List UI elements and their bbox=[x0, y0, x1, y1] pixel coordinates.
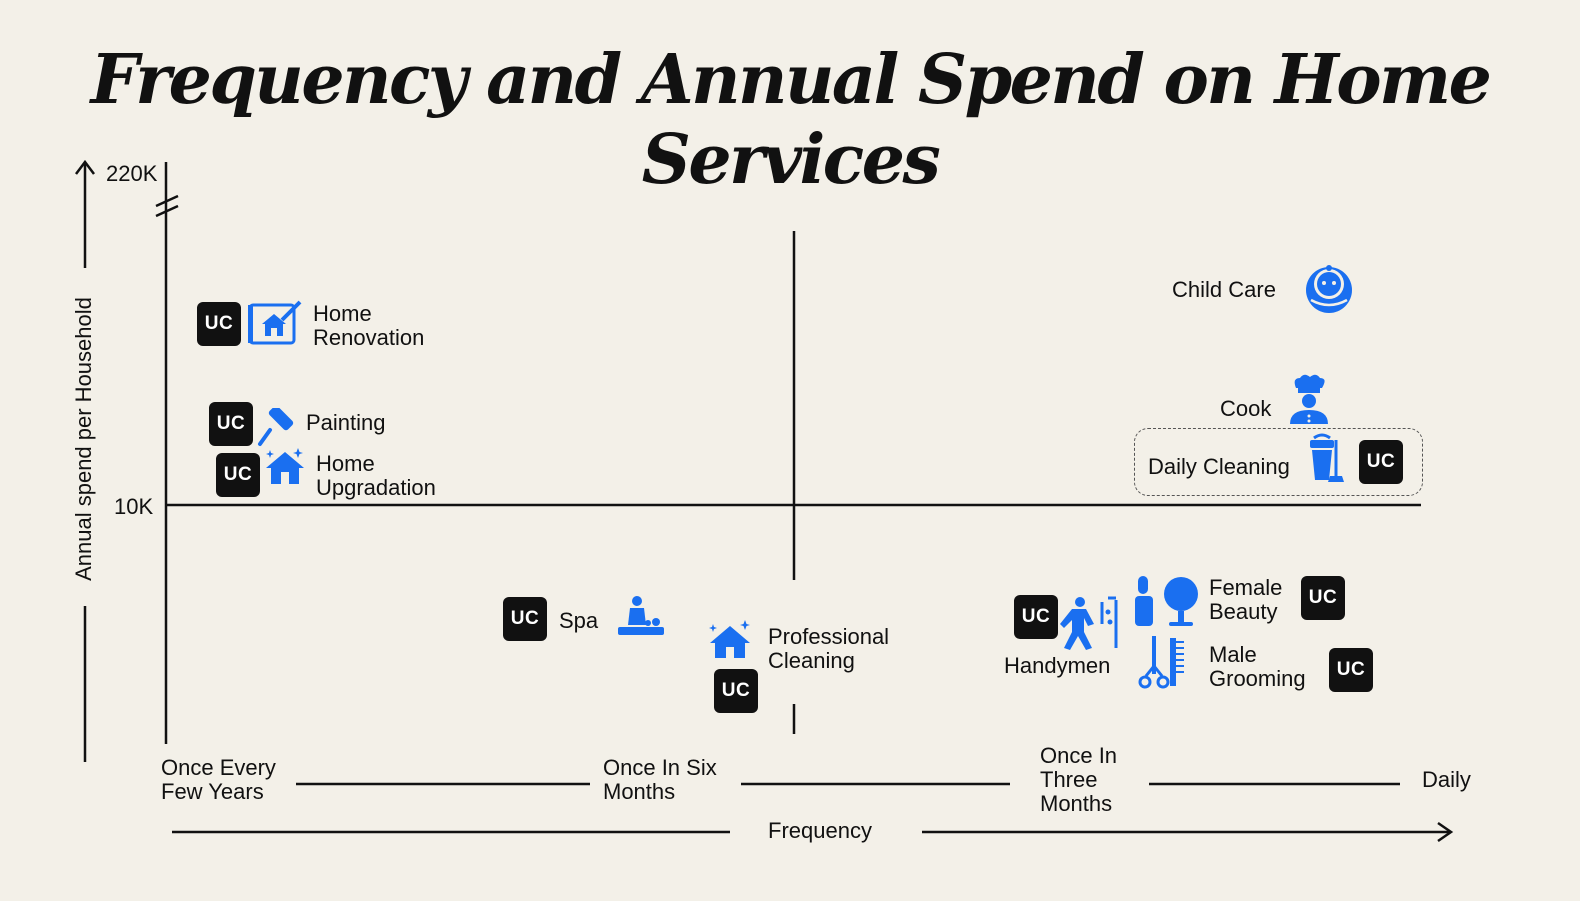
uc-badge-painting: UC bbox=[209, 402, 253, 446]
x-axis-label: Frequency bbox=[768, 818, 872, 843]
chart-title: Frequency and Annual Spend on Home Servi… bbox=[90, 40, 1492, 200]
x-tick-once-in-three-months: Once In Three Months bbox=[1040, 743, 1118, 816]
y-axis-arrowhead bbox=[75, 159, 95, 175]
x-axis-arrowhead bbox=[1437, 821, 1454, 843]
uc-badge-spa: UC bbox=[503, 597, 547, 641]
uc-badge-professional-cleaning: UC bbox=[714, 669, 758, 713]
daily-cleaning-highlight-box bbox=[1134, 428, 1423, 496]
label-daily-cleaning: Daily Cleaning bbox=[1148, 454, 1290, 479]
x-tick-once-in-six-months: Once In Six Months bbox=[603, 755, 717, 804]
y-tick-10k: 10K bbox=[114, 494, 154, 519]
axis-break-mark-2 bbox=[155, 204, 179, 218]
baby-face-icon bbox=[1306, 265, 1352, 313]
uc-badge-handymen: UC bbox=[1014, 595, 1058, 639]
label-spa: Spa bbox=[559, 608, 599, 633]
x-tick-once-every-few-years: Once Every Few Years bbox=[161, 755, 276, 804]
massage-icon bbox=[618, 596, 664, 635]
axis-break-mark-1 bbox=[155, 194, 179, 208]
paint-roller-icon bbox=[258, 408, 294, 446]
uc-badge-female-beauty: UC bbox=[1301, 576, 1345, 620]
label-professional-cleaning: Professional Cleaning bbox=[768, 624, 890, 673]
uc-badge-home-renovation: UC bbox=[197, 302, 241, 346]
label-handymen: Handymen bbox=[1004, 653, 1111, 678]
chef-icon bbox=[1290, 374, 1328, 424]
label-male-grooming: Male Grooming bbox=[1209, 642, 1306, 691]
y-axis-label: Annual spend per Household bbox=[71, 297, 96, 581]
label-home-upgradation: Home Upgradation bbox=[316, 451, 436, 500]
scissors-comb-icon bbox=[1138, 636, 1184, 689]
label-cook: Cook bbox=[1220, 396, 1272, 421]
uc-badge-home-upgradation: UC bbox=[216, 453, 260, 497]
uc-badge-male-grooming: UC bbox=[1329, 648, 1373, 692]
label-painting: Painting bbox=[306, 410, 386, 435]
label-home-renovation: Home Renovation bbox=[313, 301, 425, 350]
blueprint-house-icon bbox=[248, 300, 302, 345]
x-tick-daily: Daily bbox=[1422, 767, 1471, 792]
handyman-icon bbox=[1060, 596, 1118, 650]
sparkle-house-icon bbox=[266, 448, 304, 484]
mirror-lipstick-icon bbox=[1135, 576, 1198, 626]
sparkle-house-icon bbox=[709, 620, 750, 658]
label-female-beauty: Female Beauty bbox=[1209, 575, 1283, 624]
bucket-mop-icon bbox=[1310, 433, 1344, 482]
y-tick-220k: 220K bbox=[106, 161, 158, 186]
label-child-care: Child Care bbox=[1172, 277, 1276, 302]
uc-badge-daily-cleaning: UC bbox=[1359, 440, 1403, 484]
